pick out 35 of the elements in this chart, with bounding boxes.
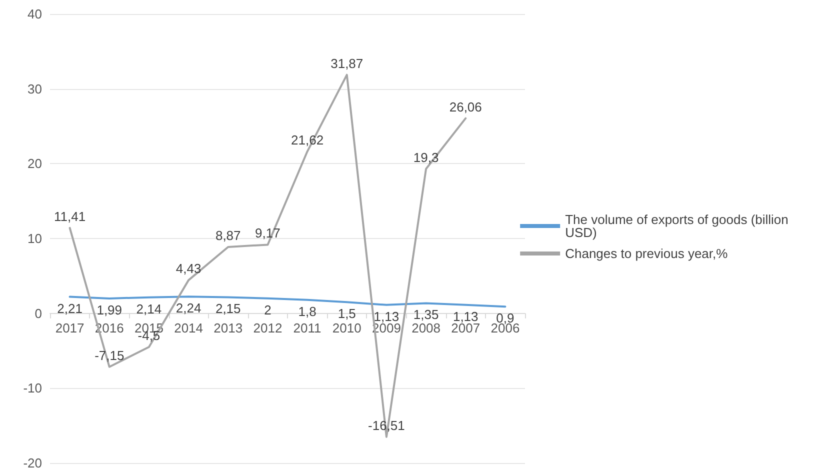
y-tick-label: -20 [23,456,42,470]
x-tick-label: 2010 [332,320,362,336]
data-label: 2,21 [57,300,82,316]
data-label: 21,62 [291,132,324,148]
y-tick-label: 10 [28,231,42,246]
data-label: 31,87 [330,56,364,71]
x-tick-label: 2012 [253,320,282,336]
legend-label: The volume of exports of goods (billion USD) [565,212,792,240]
x-tick-label: 2017 [55,320,84,336]
x-tick-label: 2014 [174,320,204,336]
data-label: 8,87 [215,228,241,243]
y-tick-label: -10 [23,380,42,396]
data-label: 19,3 [413,150,439,165]
x-tick-label: 2008 [412,320,441,336]
data-label: 1,99 [96,302,122,318]
y-tick-label: 20 [28,156,42,172]
data-label: -7,15 [94,348,124,363]
data-label: 9,17 [255,226,280,241]
data-label: 1,8 [298,304,316,319]
y-tick-label: 40 [28,6,42,22]
data-label: -16,51 [368,418,405,433]
data-label: 2,15 [215,301,241,316]
data-label: 2,14 [136,301,162,316]
x-tick-label: 2011 [293,320,322,336]
data-label: 1,5 [338,306,356,322]
data-label: 4,43 [176,261,202,276]
x-tick-label: 2013 [214,320,243,336]
data-label: 26,06 [449,99,482,114]
data-label: 11,41 [54,208,86,224]
y-tick-label: 0 [34,306,42,321]
data-label: 2 [264,302,272,318]
data-label: 1,35 [413,307,439,322]
legend-label: Changes to previous year,% [565,246,728,261]
y-tick-label: 30 [28,81,42,96]
data-label: 2,24 [176,300,202,316]
